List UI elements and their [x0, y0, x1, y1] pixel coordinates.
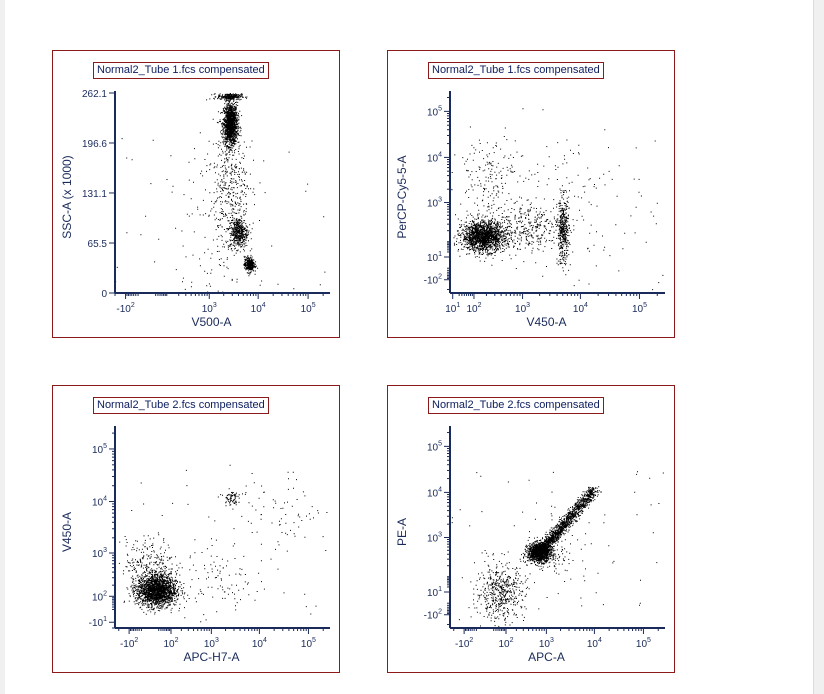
x-axis-label: V500-A	[191, 315, 231, 329]
y-tick-label: 0	[101, 289, 107, 300]
x-axis-label: V450-A	[526, 315, 566, 329]
plot-panel-4[interactable]: Normal2_Tube 2.fcs compensated -102 102 10…	[387, 385, 675, 673]
y-tick-label: -101	[89, 616, 107, 629]
scatter-plot-v500-vs-ssc: -102 103 104 105 0 65.5 131.1 196.6 262.1 V500-A S…	[60, 89, 330, 329]
x-tick-label: -102	[455, 637, 473, 650]
plot-title: Normal2_Tube 1.fcs compensated	[428, 62, 604, 79]
x-tick-label: 104	[587, 637, 602, 650]
x-axis-label: APC-H7-A	[183, 650, 239, 664]
y-tick-label: 65.5	[88, 239, 108, 250]
y-tick-label: 196.6	[82, 139, 107, 150]
y-axis-label: SSC-A (x 1000)	[60, 155, 74, 238]
y-tick-label: 101	[427, 586, 442, 599]
y-tick-label: 105	[427, 105, 442, 118]
x-tick-label: 103	[539, 637, 554, 650]
x-tick-label: 102	[163, 637, 178, 650]
worksheet: Normal2_Tube 1.fcs compensated -102 103 10…	[5, 0, 813, 694]
y-tick-label: 103	[92, 547, 107, 560]
event-dots	[118, 464, 328, 623]
y-tick-label: 262.1	[82, 89, 107, 100]
x-tick-label: 103	[515, 302, 530, 315]
plot-title: Normal2_Tube 2.fcs compensated	[428, 397, 604, 414]
y-axis-label: PerCP-Cy5-5-A	[395, 155, 409, 238]
plot-title: Normal2_Tube 2.fcs compensated	[93, 397, 269, 414]
y-tick-label: 104	[427, 151, 442, 164]
x-tick-label: 104	[251, 302, 266, 315]
scatter-plot-apch7-vs-v450: -102 102 103 104 105 -101 102 103 104 105 APC-H7-A…	[60, 426, 330, 664]
x-tick-label: 105	[632, 302, 647, 315]
scatter-plot-v450-vs-percp: 101 102 103 104 105 -102 101 103 104 105 V450-A Per…	[395, 91, 665, 329]
y-tick-label: -102	[424, 609, 442, 622]
x-tick-label: 103	[202, 302, 217, 315]
x-tick-label: -102	[116, 302, 134, 315]
x-tick-label: 105	[301, 637, 316, 650]
y-tick-label: 105	[92, 443, 107, 456]
x-tick-label: 102	[466, 302, 481, 315]
plot-title: Normal2_Tube 1.fcs compensated	[93, 62, 269, 79]
scatter-plot-apc-vs-pe: -102 102 103 104 105 -102 101 103 104 105 APC-A PE-…	[395, 426, 665, 664]
x-tick-label: -102	[120, 637, 138, 650]
x-tick-label: 105	[636, 637, 651, 650]
y-tick-label: 104	[92, 496, 107, 509]
y-tick-label: 103	[427, 197, 442, 210]
event-dots	[451, 471, 664, 629]
x-tick-label: 105	[301, 302, 316, 315]
x-tick-label: 104	[252, 637, 267, 650]
y-tick-label: 102	[92, 590, 107, 603]
x-tick-label: 104	[573, 302, 588, 315]
y-axis-label: V450-A	[60, 512, 74, 552]
x-tick-label: 101	[445, 302, 460, 315]
plot-panel-2[interactable]: Normal2_Tube 1.fcs compensated 101 102 103…	[387, 50, 675, 338]
event-dots	[450, 108, 664, 291]
plot-panel-3[interactable]: Normal2_Tube 2.fcs compensated -102 102 10…	[52, 385, 340, 673]
y-tick-label: 103	[427, 532, 442, 545]
x-tick-label: 103	[204, 637, 219, 650]
y-tick-label: 131.1	[82, 189, 107, 200]
event-dots	[115, 93, 326, 293]
y-tick-label: 101	[427, 251, 442, 264]
x-axis-label: APC-A	[528, 650, 565, 664]
y-tick-label: 104	[427, 486, 442, 499]
y-axis-label: PE-A	[395, 518, 409, 546]
y-tick-label: -102	[424, 274, 442, 287]
vertical-scrollbar[interactable]	[813, 0, 824, 694]
plot-panel-1[interactable]: Normal2_Tube 1.fcs compensated -102 103 10…	[52, 50, 340, 338]
x-tick-label: 102	[498, 637, 513, 650]
y-tick-label: 105	[427, 440, 442, 453]
